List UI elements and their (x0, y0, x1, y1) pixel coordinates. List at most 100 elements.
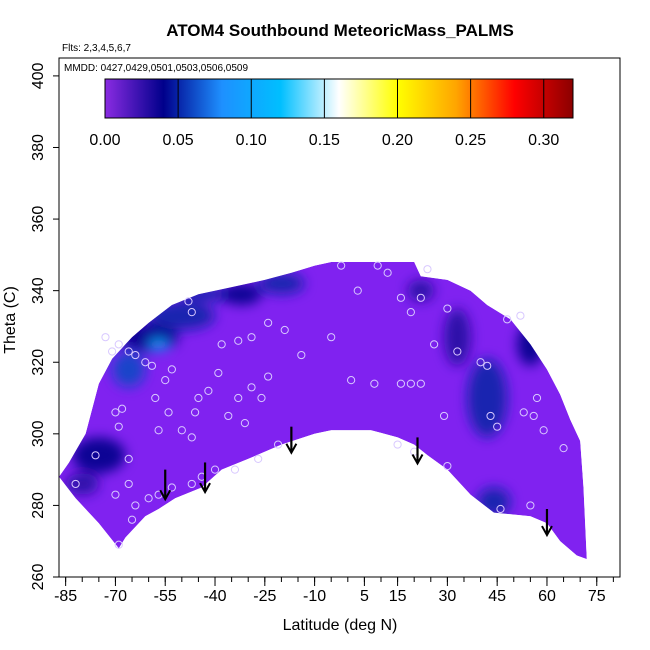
y-tick-label: 260 (30, 564, 47, 591)
sample-point (91, 451, 100, 460)
sample-point (526, 501, 535, 510)
sample-point (124, 454, 133, 463)
sample-point (204, 386, 213, 395)
sample-point (430, 340, 439, 349)
sample-points (71, 261, 568, 549)
sample-point (264, 318, 273, 327)
colorbar-tick-label: 0.30 (528, 132, 559, 149)
data-envelope (59, 262, 587, 560)
sample-point (476, 358, 485, 367)
x-axis-label: Latitude (deg N) (283, 617, 398, 634)
sample-point (114, 422, 123, 431)
sample-point (101, 333, 110, 342)
sample-point (529, 411, 538, 421)
flight-arrow (285, 426, 298, 455)
y-tick-label: 340 (30, 277, 47, 304)
sample-point (71, 479, 80, 489)
colorbar-gradient (104, 78, 574, 119)
colorbar-tick-label: 0.00 (89, 132, 120, 149)
concentration-blob (407, 279, 435, 302)
sample-point (416, 379, 425, 388)
sample-point (396, 293, 406, 302)
sample-point (214, 368, 223, 378)
x-tick-label: 45 (488, 588, 506, 605)
concentration-blob (112, 351, 146, 388)
sample-point (337, 261, 346, 270)
y-tick-label: 400 (30, 62, 47, 89)
sample-point (124, 479, 133, 489)
flight-arrow (199, 462, 211, 495)
y-axis: 260 280 300 320 340 360 380 400 (30, 62, 59, 590)
y-tick-label: 360 (30, 206, 47, 233)
plot-frame (58, 57, 621, 578)
sample-point (230, 465, 240, 474)
sample-point (161, 376, 170, 385)
sample-point (370, 379, 379, 388)
x-tick-label: 30 (438, 588, 456, 605)
concentration-blob (258, 272, 305, 295)
sample-point (273, 440, 283, 449)
sample-point (539, 426, 548, 435)
sample-point (247, 383, 256, 392)
x-tick-label: 60 (538, 588, 556, 605)
concentration-blob (517, 322, 544, 366)
sample-point (373, 261, 382, 270)
colorbar-tick-label: 0.10 (236, 132, 267, 149)
y-tick-label: 280 (30, 492, 47, 519)
concentration-blob (148, 338, 169, 350)
sample-point (559, 444, 568, 453)
y-axis-label: Theta (C) (2, 286, 19, 354)
x-axis: -85 -70 -55 -40 -25 -10 5 15 30 45 60 75 (54, 577, 614, 605)
sample-point (327, 333, 336, 342)
sample-point (406, 308, 415, 317)
sample-point (108, 347, 117, 356)
sample-point (297, 350, 306, 360)
concentration-blob (477, 487, 511, 517)
x-tick-label: -10 (303, 588, 326, 605)
x-tick-label: -55 (154, 588, 177, 605)
sample-point (264, 372, 273, 381)
sample-point (516, 311, 525, 320)
colorbar-tick-label: 0.15 (309, 132, 340, 149)
sample-point (187, 433, 196, 442)
x-tick-label: -25 (253, 588, 276, 605)
dates-label: MMDD: 0427,0429,0501,0503,0506,0509 (64, 63, 248, 74)
sample-point (393, 440, 402, 449)
sample-point (383, 268, 392, 277)
sample-point (503, 315, 512, 324)
flight-arrow (411, 437, 424, 466)
sample-point (396, 379, 406, 388)
x-tick-label: -40 (203, 588, 226, 605)
flights-label: Flts: 2,3,4,5,6,7 (62, 43, 131, 54)
x-tick-label: 5 (360, 588, 369, 605)
colorbar-tick-label: 0.20 (382, 132, 413, 149)
sample-point (144, 494, 153, 503)
sample-point (493, 422, 502, 431)
sample-point (187, 308, 196, 317)
sample-point (406, 379, 415, 388)
colorbar-tick-label: 0.25 (455, 132, 486, 149)
sample-point (280, 325, 289, 335)
field-layer (59, 262, 587, 560)
sample-point (532, 393, 542, 403)
sample-point (114, 340, 123, 349)
sample-point (167, 365, 176, 374)
sample-point (164, 408, 173, 417)
sample-point (167, 483, 176, 492)
sample-point (257, 393, 266, 403)
colorbar: 0.00 0.05 0.10 0.15 0.20 0.25 0.30 (89, 78, 574, 149)
sample-point (127, 515, 137, 524)
sample-point (111, 408, 120, 417)
sample-point (194, 393, 203, 403)
sample-point (114, 540, 123, 549)
sample-point (439, 411, 449, 421)
sample-point (443, 304, 452, 313)
y-tick-label: 380 (30, 134, 47, 161)
colorbar-tick-label: 0.05 (163, 132, 194, 149)
sample-point (217, 340, 226, 349)
sample-point (131, 350, 140, 360)
sample-point (117, 404, 127, 413)
sample-point (151, 393, 160, 403)
sample-point (423, 265, 432, 274)
